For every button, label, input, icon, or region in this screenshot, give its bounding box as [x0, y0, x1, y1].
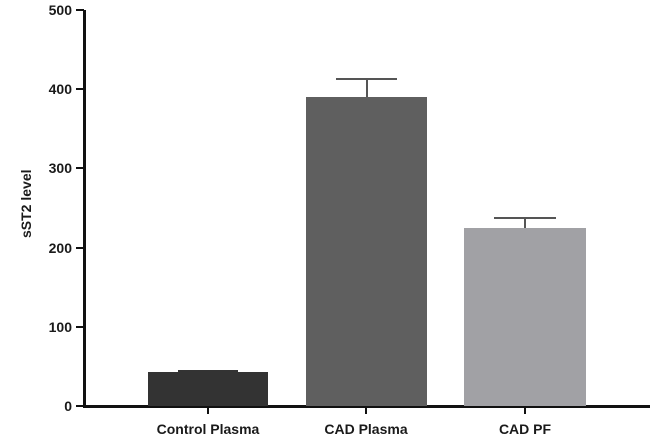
bar-cad-plasma [306, 97, 427, 406]
error-bar-stem [524, 217, 526, 229]
x-tick [524, 407, 526, 414]
y-tick-label: 400 [48, 81, 72, 97]
error-bar-stem [366, 78, 368, 98]
x-tick-label: CAD Plasma [324, 421, 408, 437]
y-tick-label: 300 [48, 160, 72, 176]
x-tick [365, 407, 367, 414]
error-bar-cap [178, 370, 238, 372]
y-tick-label: 0 [64, 398, 72, 414]
bar-cad-pf [464, 228, 586, 406]
y-tick-label: 200 [48, 240, 72, 256]
y-tick [76, 167, 84, 169]
y-tick [76, 9, 84, 11]
y-axis-line [83, 10, 86, 408]
x-axis-line [83, 405, 650, 408]
x-tick [207, 407, 209, 414]
y-tick [76, 326, 84, 328]
bar-control-plasma [148, 372, 268, 406]
y-tick [76, 88, 84, 90]
y-tick-label: 500 [48, 2, 72, 18]
y-tick-label: 100 [48, 319, 72, 335]
y-tick [76, 247, 84, 249]
x-tick-label: Control Plasma [156, 421, 260, 437]
y-axis-label: sST2 level [18, 169, 34, 239]
x-tick-label: CAD PF [498, 421, 552, 437]
y-tick [76, 405, 84, 407]
